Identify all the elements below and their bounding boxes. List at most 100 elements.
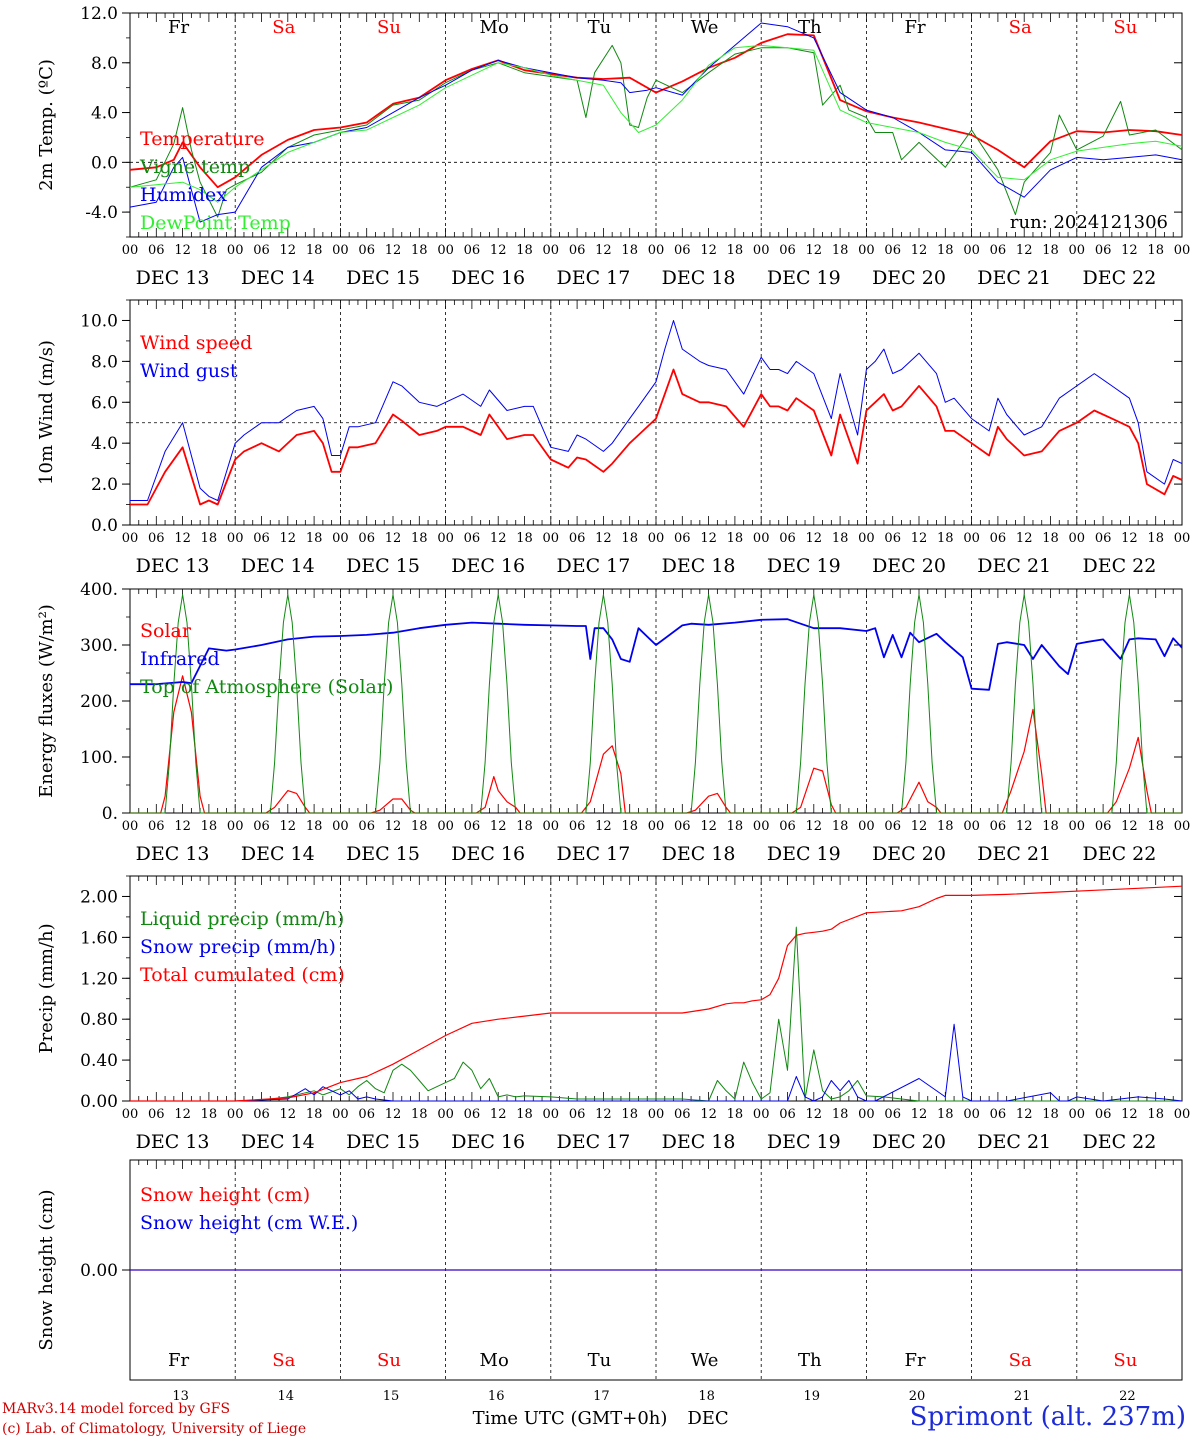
precip-y-tick-label: 2.00 [80, 887, 118, 907]
temp-y-tick-label: 12.0 [80, 4, 118, 24]
precip-date-label: DEC 22 [1082, 1131, 1156, 1153]
temp-series-line-1 [129, 44, 1183, 218]
wind-hour-tick-label: 06 [884, 531, 901, 546]
wind-y-tick-label: 2.0 [91, 475, 118, 495]
wind-date-label: DEC 17 [556, 555, 630, 577]
temp-weekday-label: Fr [904, 17, 925, 38]
temp-hour-tick-label: 00 [963, 243, 980, 258]
flux-date-label: DEC 17 [556, 843, 630, 865]
precip-hour-tick-label: 18 [201, 1107, 218, 1122]
wind-hour-tick-label: 00 [332, 531, 349, 546]
temp-hour-tick-label: 00 [543, 243, 560, 258]
flux-hour-tick-label: 00 [437, 819, 454, 834]
flux-hour-tick-label: 18 [937, 819, 954, 834]
temp-legend-entry: Humidex [140, 184, 227, 206]
temp-hour-tick-label: 18 [201, 243, 218, 258]
precip-hour-tick-label: 18 [727, 1107, 744, 1122]
wind-hour-tick-label: 06 [1095, 531, 1112, 546]
flux-hour-tick-label: 06 [884, 819, 901, 834]
flux-hour-tick-label: 12 [280, 819, 297, 834]
temp-date-label: DEC 19 [767, 267, 841, 289]
snow-y-axis-label: Snow height (cm) [36, 1189, 57, 1350]
precip-hour-tick-label: 06 [674, 1107, 691, 1122]
precip-y-tick-label: 0.40 [80, 1051, 118, 1071]
wind-date-label: DEC 18 [662, 555, 736, 577]
precip-hour-tick-label: 12 [280, 1107, 297, 1122]
precip-hour-tick-label: 06 [884, 1107, 901, 1122]
snow-day-number-label: 17 [593, 1389, 610, 1404]
flux-date-label: DEC 19 [767, 843, 841, 865]
flux-series-line-2 [130, 594, 1182, 814]
precip-hour-tick-label: 18 [621, 1107, 638, 1122]
precip-date-label: DEC 18 [662, 1131, 736, 1153]
precip-date-label: DEC 19 [767, 1131, 841, 1153]
temp-date-label: DEC 13 [136, 267, 210, 289]
temp-hour-tick-label: 06 [990, 243, 1007, 258]
snow-day-number-label: 15 [383, 1389, 400, 1404]
temp-hour-tick-label: 18 [1042, 243, 1059, 258]
temp-weekday-label: Su [377, 17, 401, 38]
precip-legend-entry: Snow precip (mm/h) [140, 936, 336, 958]
flux-hour-tick-label: 18 [832, 819, 849, 834]
precip-hour-tick-label: 00 [227, 1107, 244, 1122]
flux-date-label: DEC 14 [241, 843, 315, 865]
precip-hour-tick-label: 00 [543, 1107, 560, 1122]
temp-y-tick-label: 4.0 [91, 104, 118, 124]
wind-hour-tick-label: 18 [727, 531, 744, 546]
wind-frame [129, 299, 1183, 526]
flux-hour-tick-label: 12 [911, 819, 928, 834]
temp-hour-tick-label: 12 [700, 243, 717, 258]
temp-hour-tick-label: 06 [358, 243, 375, 258]
temp-hour-tick-label: 18 [937, 243, 954, 258]
snow-day-number-label: 16 [488, 1389, 505, 1404]
precip-hour-tick-label: 12 [911, 1107, 928, 1122]
flux-hour-tick-label: 12 [1121, 819, 1138, 834]
flux-hour-tick-label: 06 [674, 819, 691, 834]
temp-date-label: DEC 14 [241, 267, 315, 289]
temp-weekday-label: Sa [1009, 17, 1032, 38]
temp-hour-tick-label: 18 [832, 243, 849, 258]
flux-hour-tick-label: 12 [174, 819, 191, 834]
temp-series-line-2 [129, 22, 1183, 223]
wind-hour-tick-label: 18 [1042, 531, 1059, 546]
wind-series-line-1 [130, 320, 1183, 501]
temp-weekday-label: Th [798, 17, 822, 38]
flux-hour-tick-label: 12 [385, 819, 402, 834]
wind-hour-tick-label: 12 [490, 531, 507, 546]
temp-hour-tick-label: 00 [753, 243, 770, 258]
temp-hour-tick-label: 12 [280, 243, 297, 258]
wind-hour-tick-label: 18 [306, 531, 323, 546]
temp-hour-tick-label: 06 [884, 243, 901, 258]
flux-hour-tick-label: 00 [122, 819, 139, 834]
snow-weekday-label: Fr [904, 1350, 925, 1371]
wind-hour-tick-label: 06 [990, 531, 1007, 546]
precip-hour-tick-label: 12 [700, 1107, 717, 1122]
temp-hour-tick-label: 12 [806, 243, 823, 258]
temp-date-label: DEC 16 [451, 267, 525, 289]
snow-weekday-label: Tu [588, 1350, 612, 1371]
flux-date-label: DEC 16 [451, 843, 525, 865]
flux-y-tick-label: 200. [80, 692, 118, 712]
temp-hour-tick-label: 06 [1095, 243, 1112, 258]
temp-y-tick-label: 8.0 [91, 54, 118, 74]
temp-hour-tick-label: 06 [464, 243, 481, 258]
flux-y-tick-label: 300. [80, 636, 118, 656]
temp-hour-tick-label: 06 [148, 243, 165, 258]
precip-hour-tick-label: 06 [990, 1107, 1007, 1122]
wind-legend-entry: Wind gust [140, 360, 238, 382]
flux-hour-tick-label: 06 [464, 819, 481, 834]
temp-hour-tick-label: 00 [332, 243, 349, 258]
flux-date-label: DEC 13 [136, 843, 210, 865]
wind-date-label: DEC 19 [767, 555, 841, 577]
wind-hour-tick-label: 12 [174, 531, 191, 546]
temp-date-label: DEC 18 [662, 267, 736, 289]
precip-hour-tick-label: 18 [516, 1107, 533, 1122]
precip-hour-tick-label: 12 [595, 1107, 612, 1122]
wind-legend-entry: Wind speed [140, 332, 252, 354]
temp-hour-tick-label: 00 [1174, 243, 1191, 258]
flux-y-axis-label: Energy fluxes (W/m²) [36, 604, 57, 798]
snow-day-number-label: 18 [698, 1389, 715, 1404]
precip-hour-tick-label: 12 [385, 1107, 402, 1122]
precip-y-tick-label: 0.80 [80, 1010, 118, 1030]
wind-y-tick-label: 0.0 [91, 516, 118, 536]
